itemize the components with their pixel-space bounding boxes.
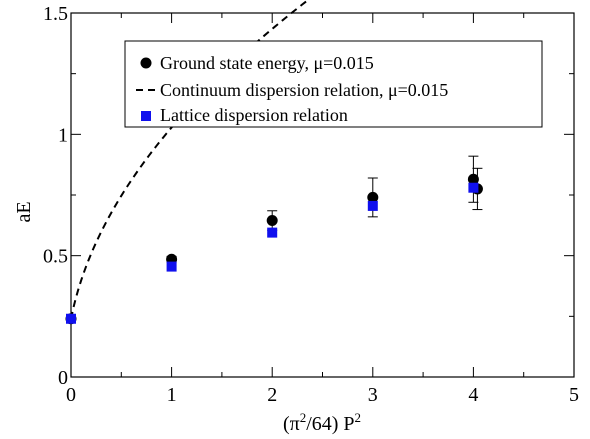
legend-label-lattice: Lattice dispersion relation [160, 105, 348, 125]
ground-state-point [367, 191, 379, 203]
legend-label-ground-state: Ground state energy, μ=0.015 [160, 53, 374, 73]
y-tick-label: 0 [58, 367, 68, 389]
lattice-point [166, 261, 177, 272]
continuum-dispersion-curve [70, 0, 310, 319]
y-tick-label: 0.5 [43, 246, 68, 268]
x-tick-label: 3 [368, 384, 378, 406]
data-points [65, 155, 483, 325]
legend: Ground state energy, μ=0.015 Continuum d… [124, 40, 543, 128]
lattice-point [367, 200, 378, 211]
x-axis-label: (π2/64) P2 [283, 410, 361, 435]
legend-marker-lattice [141, 111, 151, 121]
y-tick-label: 1.5 [43, 3, 68, 25]
lattice-point [267, 227, 278, 238]
x-tick-label: 5 [569, 384, 579, 406]
x-tick-label: 0 [66, 384, 76, 406]
axis-ticks: 0 1 2 3 4 5 0 0.5 1 1.5 [43, 3, 579, 406]
y-tick-label: 1 [58, 124, 68, 146]
x-tick-label: 1 [167, 384, 177, 406]
lattice-point [468, 182, 479, 193]
lattice-point [66, 313, 76, 324]
continuum-curve [70, 0, 310, 319]
ground-state-point [467, 173, 479, 185]
legend-box [124, 40, 543, 128]
y-axis-label: aE [13, 201, 35, 222]
ground-state-point [266, 214, 278, 226]
x-tick-label: 4 [468, 384, 478, 406]
legend-label-continuum: Continuum dispersion relation, μ=0.015 [160, 80, 448, 100]
legend-marker-ground-state [140, 57, 152, 69]
x-tick-label: 2 [267, 384, 277, 406]
